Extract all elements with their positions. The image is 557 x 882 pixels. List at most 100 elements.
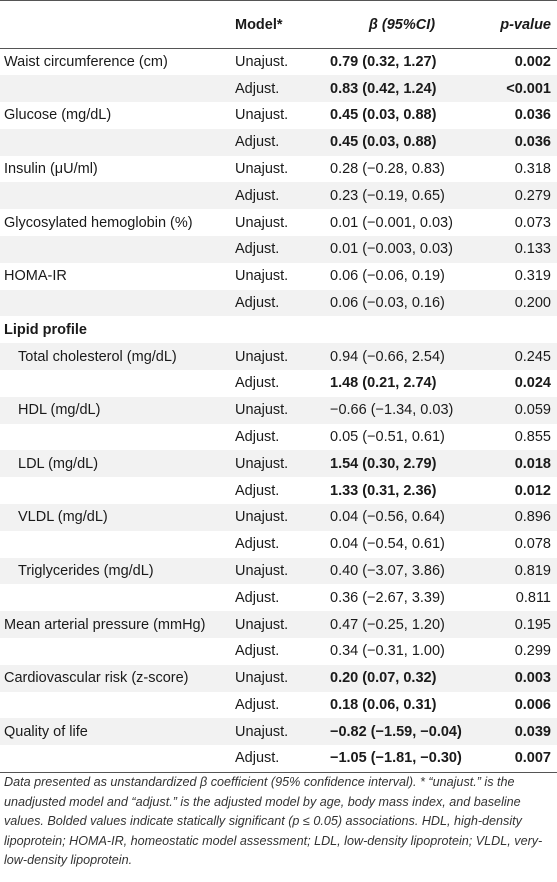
- pvalue-cell: 0.133: [484, 236, 557, 263]
- table-footnote: Data presented as unstandardized β coeff…: [4, 775, 543, 867]
- model-cell: Unajust.: [232, 155, 320, 183]
- model-cell: Adjust.: [232, 638, 320, 665]
- variable-cell: HDL (mg/dL): [0, 396, 232, 424]
- beta-cell: 0.28 (−0.28, 0.83): [320, 155, 484, 183]
- pvalue-cell: 0.195: [484, 611, 557, 639]
- variable-cell: Glycosylated hemoglobin (%): [0, 209, 232, 237]
- pvalue-cell: 0.299: [484, 638, 557, 665]
- variable-cell: [0, 477, 232, 505]
- pvalue-cell: 0.811: [484, 584, 557, 612]
- variable-cell: [0, 75, 232, 103]
- variable-cell: Glucose (mg/dL): [0, 102, 232, 129]
- model-cell: Adjust.: [232, 691, 320, 719]
- pvalue-cell: 0.200: [484, 289, 557, 317]
- header-variable: [0, 0, 232, 49]
- beta-cell: 0.40 (−3.07, 3.86): [320, 557, 484, 585]
- pvalue-cell: 0.003: [484, 664, 557, 692]
- table-row: Glucose (mg/dL) Unajust. 0.45 (0.03, 0.88)…: [0, 102, 557, 129]
- model-cell: Adjust.: [232, 745, 320, 773]
- table-row: Cardiovascular risk (z-score) Unajust. 0.2…: [0, 664, 557, 692]
- model-cell: Adjust.: [232, 236, 320, 263]
- table-row: Adjust. 0.23 (−0.19, 0.65) 0.279: [0, 182, 557, 210]
- table-body: Waist circumference (cm) Unajust. 0.79 (0.…: [0, 48, 557, 773]
- header-pvalue: p-value: [484, 0, 557, 49]
- variable-cell: [0, 530, 232, 558]
- beta-cell: 0.94 (−0.66, 2.54): [320, 343, 484, 371]
- empty-cell: [232, 316, 320, 344]
- beta-cell: −1.05 (−1.81, −0.30): [320, 745, 484, 773]
- header-beta-text: β (95%CI): [368, 16, 436, 33]
- model-cell: Adjust.: [232, 477, 320, 505]
- table-row: LDL (mg/dL) Unajust. 1.54 (0.30, 2.79) 0.01…: [0, 450, 557, 478]
- model-cell: Unajust.: [232, 504, 320, 531]
- header-beta: β (95%CI): [320, 0, 484, 49]
- variable-cell: Total cholesterol (mg/dL): [0, 343, 232, 371]
- variable-cell: Cardiovascular risk (z-score): [0, 664, 232, 692]
- pvalue-cell: 0.896: [484, 504, 557, 531]
- variable-cell: [0, 423, 232, 451]
- model-cell: Unajust.: [232, 718, 320, 746]
- regression-table: Model* β (95%CI) p-value Waist circumfer…: [0, 0, 557, 773]
- variable-cell: Insulin (μU/ml): [0, 155, 232, 183]
- table-row: Adjust. 0.05 (−0.51, 0.61) 0.855: [0, 423, 557, 451]
- table-row: Adjust. −1.05 (−1.81, −0.30) 0.007: [0, 745, 557, 773]
- beta-cell: 0.06 (−0.06, 0.19): [320, 262, 484, 290]
- table-row: HOMA-IR Unajust. 0.06 (−0.06, 0.19) 0.319: [0, 262, 557, 290]
- variable-cell: [0, 691, 232, 719]
- variable-cell: [0, 289, 232, 317]
- beta-cell: 0.23 (−0.19, 0.65): [320, 182, 484, 210]
- model-cell: Unajust.: [232, 611, 320, 639]
- model-cell: Adjust.: [232, 530, 320, 558]
- pvalue-cell: 0.819: [484, 557, 557, 585]
- variable-cell: [0, 128, 232, 156]
- beta-cell: 0.01 (−0.001, 0.03): [320, 209, 484, 237]
- section-label: Lipid profile: [0, 316, 232, 344]
- table-row: Adjust. 1.48 (0.21, 2.74) 0.024: [0, 370, 557, 397]
- model-cell: Unajust.: [232, 343, 320, 371]
- variable-cell: Waist circumference (cm): [0, 48, 232, 76]
- pvalue-cell: 0.073: [484, 209, 557, 237]
- beta-cell: −0.82 (−1.59, −0.04): [320, 718, 484, 746]
- table-row: Adjust. 0.06 (−0.03, 0.16) 0.200: [0, 289, 557, 317]
- pvalue-cell: 0.855: [484, 423, 557, 451]
- beta-cell: 1.33 (0.31, 2.36): [320, 477, 484, 505]
- table-row: VLDL (mg/dL) Unajust. 0.04 (−0.56, 0.64) 0.…: [0, 504, 557, 531]
- pvalue-cell: <0.001: [484, 75, 557, 103]
- model-cell: Unajust.: [232, 262, 320, 290]
- table-row: Total cholesterol (mg/dL) Unajust. 0.94 (−…: [0, 343, 557, 371]
- model-cell: Unajust.: [232, 209, 320, 237]
- beta-cell: 0.01 (−0.003, 0.03): [320, 236, 484, 263]
- beta-cell: 0.04 (−0.56, 0.64): [320, 504, 484, 531]
- pvalue-cell: 0.024: [484, 370, 557, 397]
- table-row: Adjust. 0.34 (−0.31, 1.00) 0.299: [0, 638, 557, 665]
- table-row: Adjust. 0.01 (−0.003, 0.03) 0.133: [0, 236, 557, 263]
- table-row: Adjust. 0.18 (0.06, 0.31) 0.006: [0, 691, 557, 719]
- pvalue-cell: 0.036: [484, 128, 557, 156]
- beta-cell: 1.54 (0.30, 2.79): [320, 450, 484, 478]
- variable-cell: [0, 638, 232, 665]
- variable-cell: [0, 182, 232, 210]
- model-cell: Unajust.: [232, 48, 320, 76]
- variable-cell: Quality of life: [0, 718, 232, 746]
- header-model: Model*: [232, 0, 320, 49]
- header-pvalue-text: p-value: [500, 16, 551, 33]
- variable-cell: [0, 745, 232, 773]
- pvalue-cell: 0.078: [484, 530, 557, 558]
- model-cell: Adjust.: [232, 370, 320, 397]
- beta-cell: 0.06 (−0.03, 0.16): [320, 289, 484, 317]
- beta-cell: 0.45 (0.03, 0.88): [320, 128, 484, 156]
- pvalue-cell: 0.318: [484, 155, 557, 183]
- pvalue-cell: 0.059: [484, 396, 557, 424]
- model-cell: Unajust.: [232, 664, 320, 692]
- table-row: Adjust. 0.36 (−2.67, 3.39) 0.811: [0, 584, 557, 612]
- variable-cell: [0, 370, 232, 397]
- table-row: Quality of life Unajust. −0.82 (−1.59, −0.…: [0, 718, 557, 746]
- beta-cell: 0.18 (0.06, 0.31): [320, 691, 484, 719]
- table-row: Mean arterial pressure (mmHg) Unajust. 0.4…: [0, 611, 557, 639]
- table-row: Adjust. 0.83 (0.42, 1.24) <0.001: [0, 75, 557, 103]
- variable-cell: [0, 236, 232, 263]
- empty-cell: [484, 316, 557, 344]
- table-row: Insulin (μU/ml) Unajust. 0.28 (−0.28, 0.83…: [0, 155, 557, 183]
- pvalue-cell: 0.002: [484, 48, 557, 76]
- beta-cell: 0.20 (0.07, 0.32): [320, 664, 484, 692]
